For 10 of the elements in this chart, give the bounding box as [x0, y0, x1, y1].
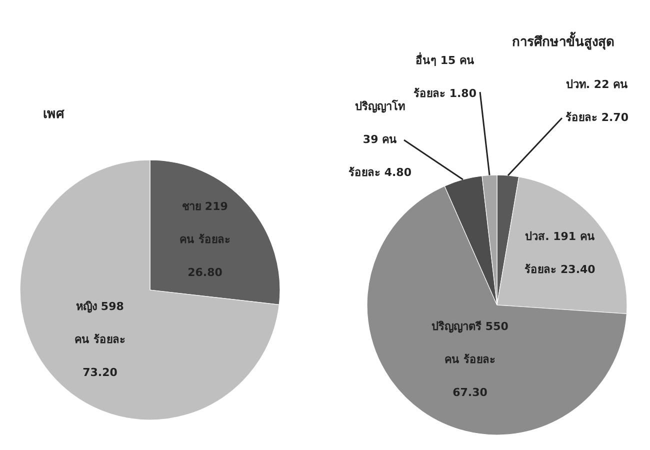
pie-slice [20, 160, 280, 420]
category-label: ปวท. 22 คน ร้อยละ 2.70 [566, 78, 628, 124]
category-label: ปริญญาโท 39 คน ร้อยละ 4.80 [348, 100, 412, 179]
chart-title: เพศ [43, 107, 65, 122]
category-label: อื่นๆ 15 คน ร้อยละ 1.80 [414, 54, 476, 100]
category-label: ปริญญาตรี 550 คน ร้อยละ 67.30 [432, 320, 508, 399]
chart-title: การศึกษาขั้นสูงสุด [512, 31, 614, 50]
category-label: ชาย 219 คน ร้อยละ 26.80 [180, 200, 230, 279]
category-label: ปวส. 191 คน ร้อยละ 23.40 [524, 230, 596, 276]
category-label: หญิง 598 คน ร้อยละ 73.20 [74, 300, 126, 379]
